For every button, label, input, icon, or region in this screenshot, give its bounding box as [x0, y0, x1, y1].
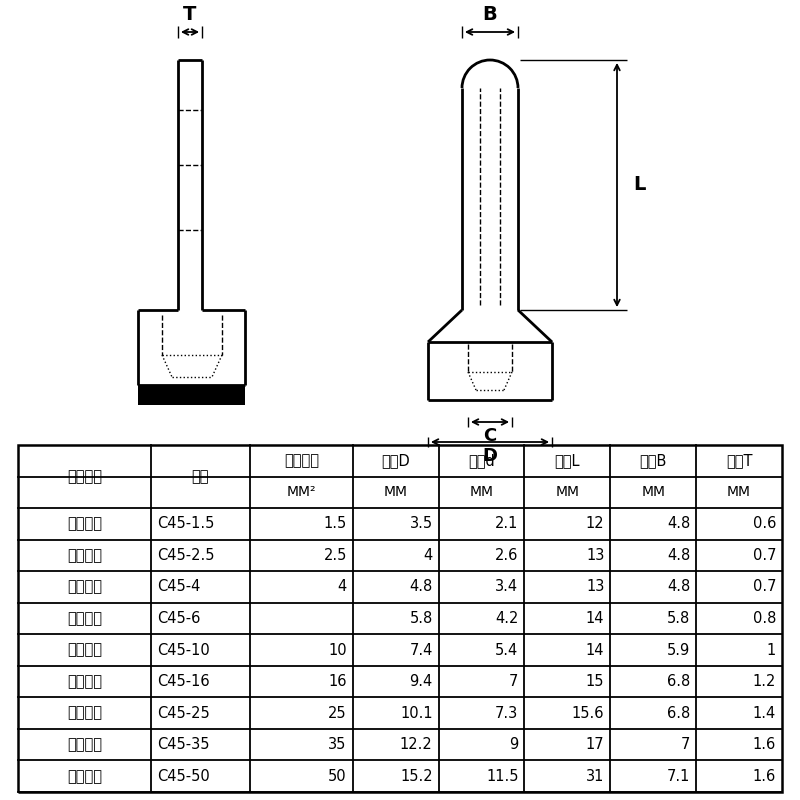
Text: 厚度T: 厚度T: [726, 454, 752, 468]
Text: 4.8: 4.8: [667, 579, 690, 594]
Text: L: L: [633, 175, 645, 194]
Text: 12.2: 12.2: [400, 737, 433, 752]
Text: 11.5: 11.5: [486, 769, 518, 784]
Text: 2.6: 2.6: [495, 548, 518, 563]
Text: MM: MM: [470, 486, 494, 499]
Text: 17: 17: [586, 737, 604, 752]
Text: 15.2: 15.2: [400, 769, 433, 784]
Text: 10: 10: [328, 642, 346, 658]
Text: C45-35: C45-35: [157, 737, 210, 752]
Text: 型号: 型号: [192, 469, 209, 484]
Text: 7: 7: [681, 737, 690, 752]
Text: 1.4: 1.4: [753, 706, 776, 721]
Text: 16: 16: [328, 674, 346, 689]
Text: 4.8: 4.8: [410, 579, 433, 594]
Text: 片宽B: 片宽B: [639, 454, 667, 468]
Text: 点击购买: 点击购买: [67, 737, 102, 752]
Text: 5.9: 5.9: [667, 642, 690, 658]
Text: 50: 50: [328, 769, 346, 784]
Text: 7.1: 7.1: [666, 769, 690, 784]
Text: 5.8: 5.8: [667, 611, 690, 626]
Text: 5.4: 5.4: [495, 642, 518, 658]
Text: B: B: [482, 5, 498, 23]
Text: 片长L: 片长L: [554, 454, 580, 468]
Text: 点击购买: 点击购买: [67, 516, 102, 531]
Text: MM: MM: [555, 486, 579, 499]
Text: 10.1: 10.1: [400, 706, 433, 721]
Text: 4: 4: [423, 548, 433, 563]
Text: 4: 4: [338, 579, 346, 594]
Text: 5.8: 5.8: [410, 611, 433, 626]
Text: C45-4: C45-4: [157, 579, 201, 594]
Text: C45-1.5: C45-1.5: [157, 516, 214, 531]
Text: 14: 14: [586, 642, 604, 658]
Text: 13: 13: [586, 579, 604, 594]
Text: 9: 9: [510, 737, 518, 752]
Text: C45-10: C45-10: [157, 642, 210, 658]
Text: 31: 31: [586, 769, 604, 784]
Text: MM: MM: [642, 486, 666, 499]
Text: 4.8: 4.8: [667, 548, 690, 563]
Text: 0.8: 0.8: [753, 611, 776, 626]
Text: 购买链接: 购买链接: [67, 469, 102, 484]
Text: C45-50: C45-50: [157, 769, 210, 784]
Text: 2.1: 2.1: [495, 516, 518, 531]
Text: 3.5: 3.5: [410, 516, 433, 531]
Text: 0.7: 0.7: [753, 548, 776, 563]
Text: 1.2: 1.2: [753, 674, 776, 689]
Text: 0.7: 0.7: [753, 579, 776, 594]
Text: 6.8: 6.8: [667, 674, 690, 689]
Text: 0.6: 0.6: [753, 516, 776, 531]
Text: T: T: [183, 5, 197, 23]
Text: 外径D: 外径D: [382, 454, 410, 468]
Text: C45-2.5: C45-2.5: [157, 548, 214, 563]
Text: 9.4: 9.4: [410, 674, 433, 689]
Text: 14: 14: [586, 611, 604, 626]
Text: 点击购买: 点击购买: [67, 579, 102, 594]
Text: 内径d: 内径d: [468, 454, 495, 468]
Bar: [138, 385, 245, 405]
Text: 7.3: 7.3: [495, 706, 518, 721]
Text: D: D: [482, 447, 498, 465]
Text: C45-6: C45-6: [157, 611, 201, 626]
Text: 1: 1: [766, 642, 776, 658]
Text: 15.6: 15.6: [572, 706, 604, 721]
Text: MM²: MM²: [286, 486, 316, 499]
Text: 15: 15: [586, 674, 604, 689]
Text: C: C: [483, 427, 497, 445]
Text: 1.6: 1.6: [753, 737, 776, 752]
Text: 7.4: 7.4: [410, 642, 433, 658]
Text: 点击购买: 点击购买: [67, 548, 102, 563]
Text: 1.6: 1.6: [753, 769, 776, 784]
Text: 12: 12: [586, 516, 604, 531]
Text: 25: 25: [328, 706, 346, 721]
Text: 35: 35: [329, 737, 346, 752]
Text: 1.5: 1.5: [323, 516, 346, 531]
Text: 2.5: 2.5: [323, 548, 346, 563]
Text: 13: 13: [586, 548, 604, 563]
Text: MM: MM: [727, 486, 751, 499]
Text: 适用线径: 适用线径: [284, 454, 318, 468]
Text: 3.4: 3.4: [495, 579, 518, 594]
Text: 7: 7: [509, 674, 518, 689]
Text: 点击购买: 点击购买: [67, 674, 102, 689]
Text: MM: MM: [384, 486, 408, 499]
Text: 6.8: 6.8: [667, 706, 690, 721]
Text: 点击购买: 点击购买: [67, 706, 102, 721]
Text: C45-16: C45-16: [157, 674, 210, 689]
Text: 4.2: 4.2: [495, 611, 518, 626]
Text: 点击购买: 点击购买: [67, 611, 102, 626]
Text: 4.8: 4.8: [667, 516, 690, 531]
Text: 点击购买: 点击购买: [67, 642, 102, 658]
Text: 点击购买: 点击购买: [67, 769, 102, 784]
Text: C45-25: C45-25: [157, 706, 210, 721]
